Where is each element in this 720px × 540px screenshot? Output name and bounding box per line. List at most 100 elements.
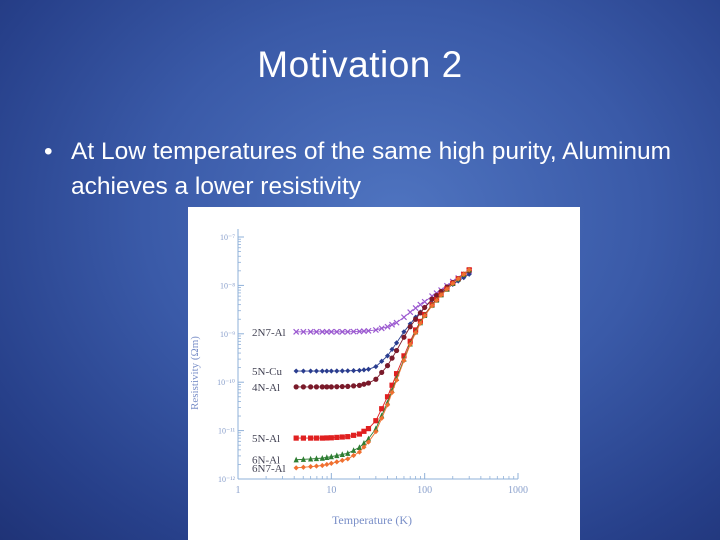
- data-point: [356, 431, 363, 437]
- data-point: [339, 383, 345, 390]
- data-point: [401, 357, 407, 364]
- series-label: 6N-Al: [252, 455, 280, 467]
- data-point: [365, 425, 372, 432]
- data-point: [328, 435, 334, 441]
- data-point: [350, 432, 357, 438]
- data-point: [379, 369, 385, 376]
- data-point: [328, 328, 335, 335]
- series-label: 6N7-Al: [252, 463, 286, 475]
- data-point: [334, 368, 340, 374]
- data-point: [361, 428, 367, 434]
- data-point: [319, 455, 325, 461]
- series-2n7-al: [293, 267, 473, 335]
- data-point: [345, 456, 351, 462]
- data-point: [365, 366, 372, 372]
- data-point: [328, 460, 334, 467]
- y-tick-label: 10⁻¹²: [218, 475, 236, 484]
- data-point: [393, 371, 400, 377]
- data-point: [350, 328, 357, 335]
- data-point: [324, 454, 330, 460]
- data-point: [319, 368, 325, 374]
- chart-series: [293, 266, 473, 471]
- data-point: [293, 435, 299, 441]
- data-point: [308, 384, 314, 390]
- y-axis-title: Resistivity (Ωm): [189, 336, 201, 410]
- data-point: [328, 368, 334, 374]
- series-label: 2N7-Al: [252, 327, 286, 339]
- series-line: [296, 270, 470, 333]
- data-point: [407, 341, 413, 348]
- data-point: [350, 452, 357, 459]
- data-point: [328, 453, 334, 460]
- data-point: [350, 447, 357, 453]
- bullet-text: At Low temperatures of the same high pur…: [71, 138, 672, 200]
- data-point: [313, 328, 320, 335]
- data-point: [300, 384, 306, 390]
- series-label: 5N-Al: [252, 433, 280, 445]
- data-point: [324, 384, 330, 390]
- data-point: [339, 451, 345, 457]
- chart-svg: 1 10 100 1000 10⁻⁷ 10⁻⁸ 10⁻⁹ 10⁻¹⁰ 10⁻¹¹ 10⁻¹² 2N…: [189, 229, 528, 527]
- x-tick-label: 100: [417, 485, 432, 496]
- series-label: 5N-Cu: [252, 366, 282, 378]
- y-tick-label: 10⁻⁷: [220, 233, 235, 242]
- data-point: [339, 457, 345, 464]
- data-point: [393, 319, 400, 326]
- data-point: [361, 381, 367, 387]
- data-point: [389, 355, 395, 361]
- data-point: [372, 326, 379, 333]
- data-point: [319, 435, 325, 441]
- data-point: [308, 368, 314, 374]
- data-point: [412, 305, 419, 312]
- data-point: [345, 383, 351, 389]
- data-point: [293, 328, 300, 335]
- data-point: [324, 435, 330, 441]
- data-point: [393, 347, 400, 354]
- slide-title: Motivation 2: [257, 44, 463, 85]
- data-point: [345, 434, 351, 440]
- data-point: [324, 461, 330, 468]
- data-point: [308, 464, 314, 470]
- data-point: [407, 324, 413, 330]
- series-6n-al: [293, 266, 472, 463]
- y-tick-label: 10⁻¹¹: [218, 427, 236, 436]
- data-point: [373, 418, 379, 424]
- y-tick-label: 10⁻⁹: [220, 330, 235, 339]
- series-label: 4N-Al: [252, 382, 280, 394]
- data-point: [413, 316, 419, 322]
- data-point: [365, 327, 372, 334]
- data-point: [356, 444, 363, 450]
- x-axis-title: Temperature (K): [332, 513, 412, 527]
- chart-axes: 1 10 100 1000 10⁻⁷ 10⁻⁸ 10⁻⁹ 10⁻¹⁰ 10⁻¹¹ 10⁻¹²: [217, 229, 528, 496]
- data-point: [422, 304, 428, 311]
- data-point: [308, 455, 314, 462]
- data-point: [379, 406, 385, 412]
- data-point: [293, 384, 299, 390]
- data-point: [345, 368, 351, 374]
- data-point: [365, 380, 372, 386]
- series-line: [296, 269, 470, 461]
- data-point: [334, 459, 340, 465]
- data-point: [384, 363, 391, 369]
- data-point: [339, 368, 345, 374]
- data-point: [417, 301, 424, 308]
- data-point: [334, 434, 340, 441]
- data-point: [429, 296, 435, 302]
- x-tick-label: 1000: [508, 485, 528, 496]
- data-point: [361, 439, 367, 446]
- data-point: [401, 353, 407, 359]
- data-point: [345, 450, 351, 456]
- data-point: [313, 435, 320, 441]
- data-point: [350, 368, 357, 374]
- data-point: [293, 456, 299, 463]
- data-point: [319, 384, 325, 390]
- data-point: [319, 328, 326, 335]
- data-point: [333, 328, 340, 335]
- data-point: [300, 368, 306, 374]
- data-point: [308, 435, 314, 441]
- data-point: [313, 368, 320, 374]
- data-point: [356, 367, 363, 374]
- data-point: [389, 321, 396, 328]
- data-point: [307, 328, 314, 335]
